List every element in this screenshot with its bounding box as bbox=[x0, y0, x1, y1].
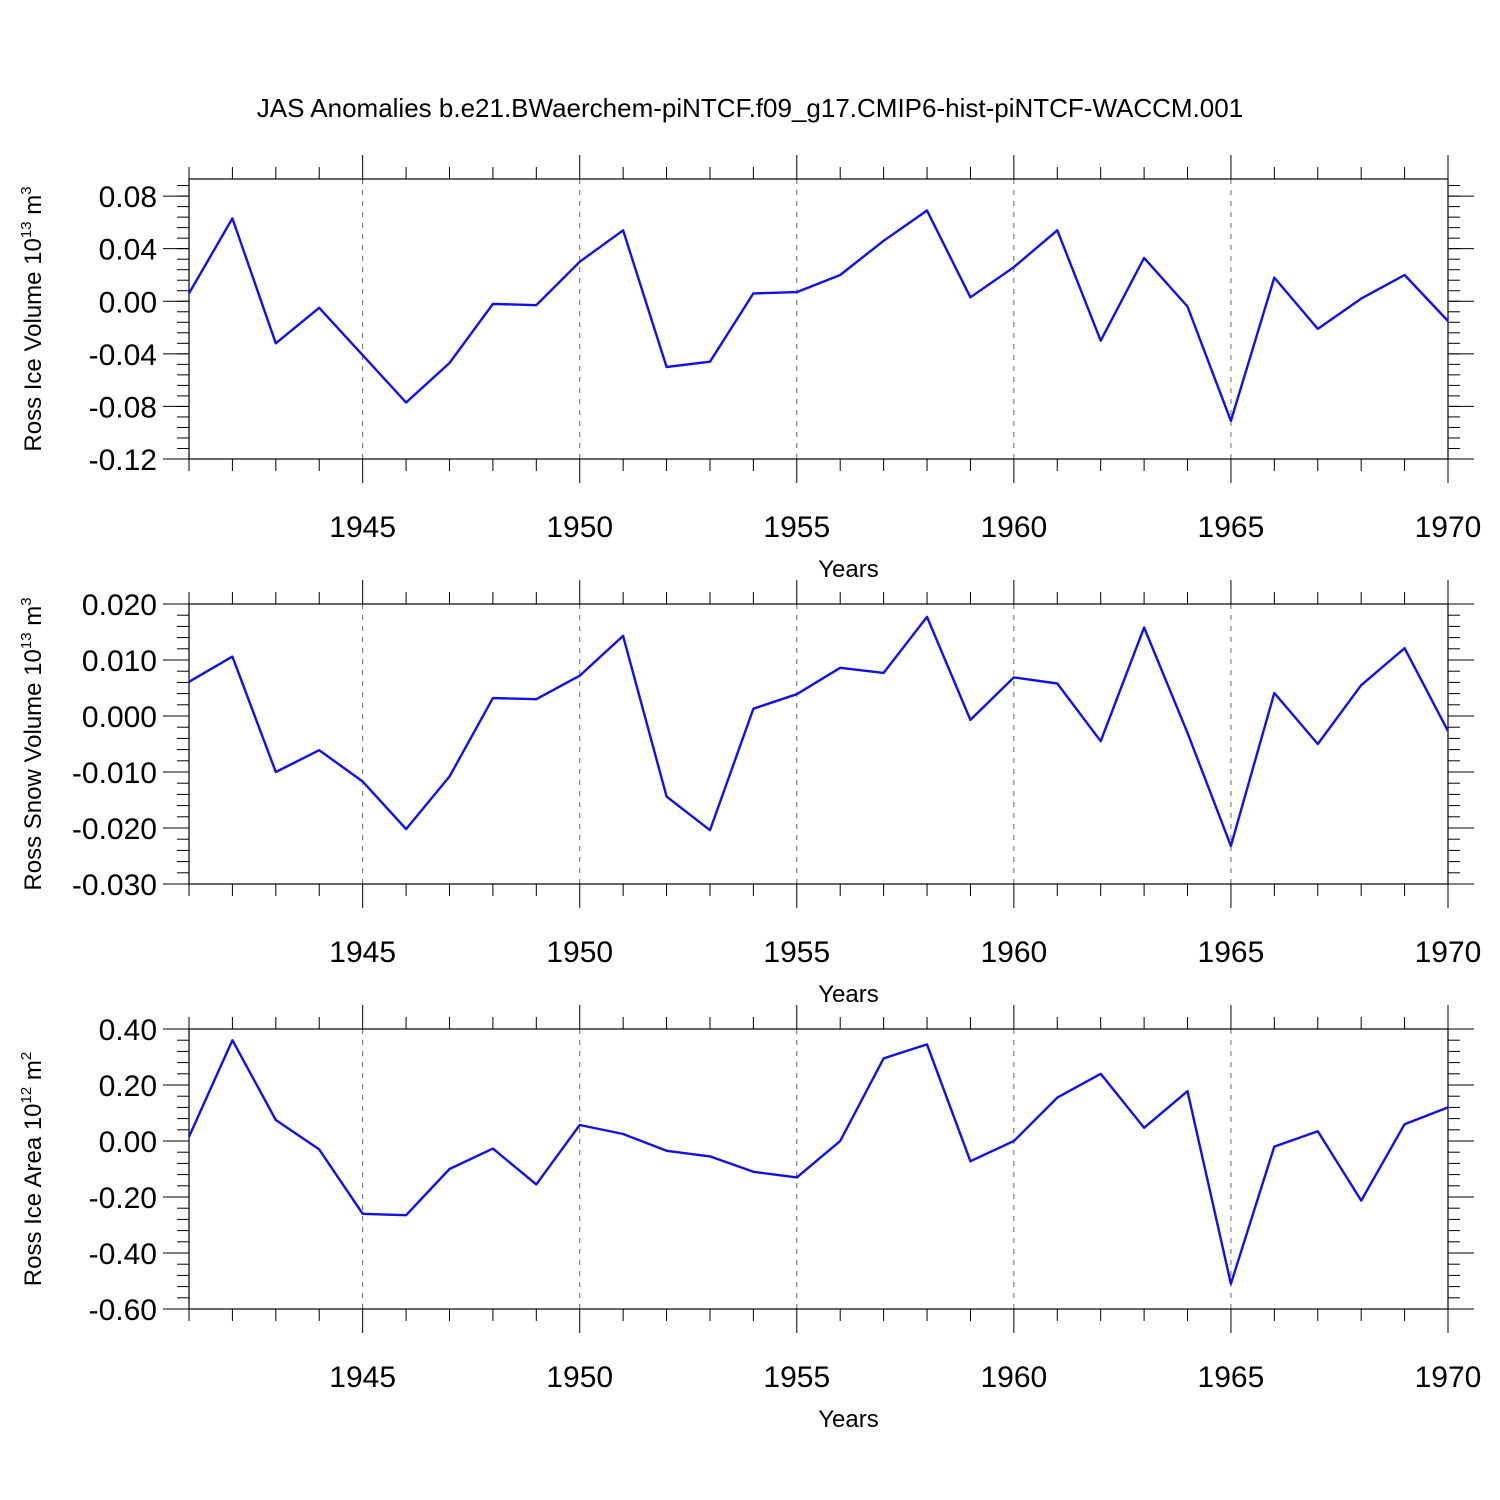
y-axis-label: Ross Ice Volume 1013 m3 bbox=[18, 186, 47, 451]
x-tick-label: 1955 bbox=[763, 936, 830, 969]
y-tick-label: -0.030 bbox=[72, 869, 157, 902]
ross-ice-area-panel: -0.60 -0.40 -0.20 0.00 0.20 0.40 1945 1950 1955 1… bbox=[18, 1005, 1481, 1433]
y-tick-label: 0.40 bbox=[99, 1014, 157, 1047]
x-tick-label: 1945 bbox=[329, 1361, 396, 1394]
y-tick-label: -0.40 bbox=[89, 1238, 157, 1271]
x-tick-label: 1960 bbox=[980, 1361, 1047, 1394]
y-tick-label: -0.08 bbox=[89, 391, 157, 424]
y-tick-label: 0.010 bbox=[82, 645, 157, 678]
y-tick-label: -0.04 bbox=[89, 339, 157, 372]
x-tick-label: 1960 bbox=[980, 511, 1047, 544]
y-tick-label: 0.08 bbox=[99, 181, 157, 214]
x-tick-label: 1960 bbox=[980, 936, 1047, 969]
ross-snow-volume-panel: -0.030 -0.020 -0.010 0.000 0.010 0.020 1945 195… bbox=[18, 580, 1481, 1008]
panels: -0.12 -0.08 -0.04 0.00 0.04 0.08 1945 1950 1955 1… bbox=[18, 155, 1481, 1433]
x-tick-label: 1965 bbox=[1198, 511, 1265, 544]
plot-frame bbox=[188, 178, 1449, 460]
x-tick-label: 1970 bbox=[1415, 511, 1482, 544]
ross-ice-area-series-line bbox=[187, 1038, 1449, 1286]
x-tick-label: 1950 bbox=[546, 511, 613, 544]
ross-snow-volume-series-line bbox=[188, 615, 1450, 848]
x-tick-label: 1970 bbox=[1415, 936, 1482, 969]
x-tick-label: 1950 bbox=[546, 936, 613, 969]
y-tick-label: -0.60 bbox=[89, 1294, 157, 1327]
y-tick-label: -0.20 bbox=[89, 1182, 157, 1215]
y-tick-label: 0.000 bbox=[82, 701, 157, 734]
figure-title: JAS Anomalies b.e21.BWaerchem-piNTCF.f09… bbox=[257, 93, 1243, 123]
x-tick-label: 1955 bbox=[763, 511, 830, 544]
x-tick-label: 1955 bbox=[763, 1361, 830, 1394]
y-tick-label: -0.12 bbox=[89, 444, 157, 477]
x-axis-label: Years bbox=[818, 1406, 879, 1433]
ross-ice-volume-series-line bbox=[187, 209, 1449, 423]
x-tick-label: 1965 bbox=[1198, 1361, 1265, 1394]
y-tick-label: 0.00 bbox=[99, 286, 157, 319]
y-tick-label: 0.020 bbox=[82, 589, 157, 622]
ross-ice-volume-panel: -0.12 -0.08 -0.04 0.00 0.04 0.08 1945 1950 1955 1… bbox=[18, 155, 1481, 583]
x-tick-label: 1945 bbox=[329, 936, 396, 969]
x-axis-label: Years bbox=[818, 556, 879, 583]
y-axis-label: Ross Snow Volume 1013 m3 bbox=[18, 597, 47, 890]
x-axis-label: Years bbox=[818, 981, 879, 1008]
plot-frame bbox=[188, 603, 1449, 885]
y-axis-label: Ross Ice Area 1012 m2 bbox=[18, 1052, 47, 1286]
y-tick-label: -0.010 bbox=[72, 757, 157, 790]
y-tick-label: -0.020 bbox=[72, 813, 157, 846]
y-tick-label: 0.20 bbox=[99, 1070, 157, 1103]
x-tick-label: 1970 bbox=[1415, 1361, 1482, 1394]
x-tick-label: 1950 bbox=[546, 1361, 613, 1394]
x-tick-label: 1945 bbox=[329, 511, 396, 544]
x-tick-label: 1965 bbox=[1198, 936, 1265, 969]
y-tick-label: 0.00 bbox=[99, 1126, 157, 1159]
y-tick-label: 0.04 bbox=[99, 234, 157, 267]
plot-frame bbox=[188, 1028, 1449, 1310]
